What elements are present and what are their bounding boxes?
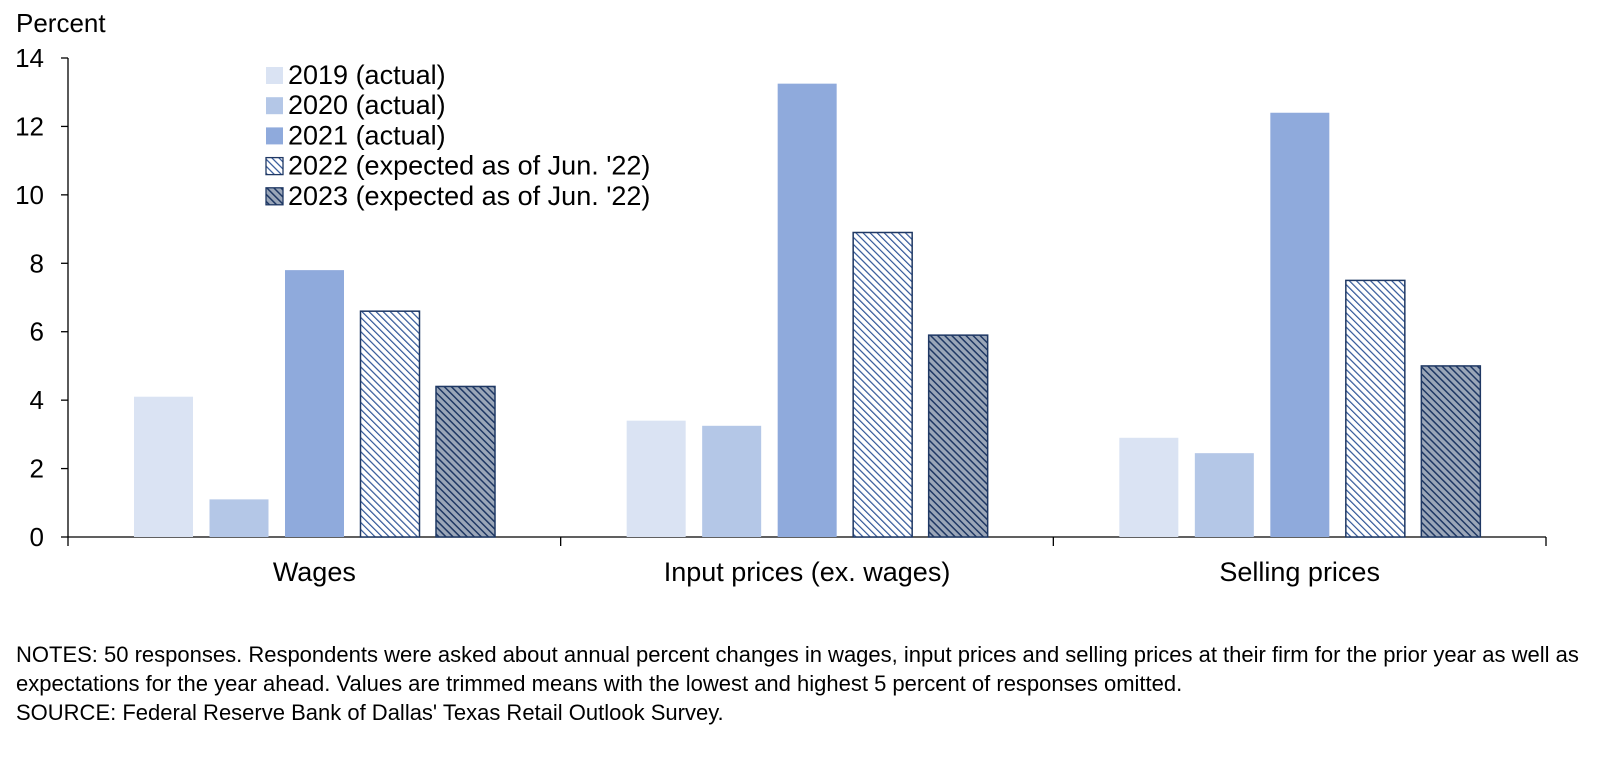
source-text: SOURCE: Federal Reserve Bank of Dallas' … <box>16 700 724 725</box>
bar <box>1420 365 1482 538</box>
y-tick-label: 8 <box>30 248 44 278</box>
legend-label: 2020 (actual) <box>288 90 446 120</box>
y-tick-label: 4 <box>30 385 44 415</box>
legend-label: 2023 (expected as of Jun. '22) <box>288 181 650 211</box>
bar <box>1194 453 1254 537</box>
legend-label: 2021 (actual) <box>288 120 446 150</box>
bars <box>134 83 1482 538</box>
y-tick-label: 12 <box>15 111 44 141</box>
notes-text: NOTES: 50 responses. Respondents were as… <box>16 642 1579 696</box>
bar <box>852 231 913 538</box>
bar <box>285 270 344 537</box>
chart-notes: NOTES: 50 responses. Respondents were as… <box>16 640 1596 727</box>
bar-chart: Percent 0 2 4 6 8 10 12 14 Wages Input prices (e… <box>15 8 1547 587</box>
y-axis: 0 2 4 6 8 10 12 14 <box>15 43 69 552</box>
y-axis-label: Percent <box>16 8 106 38</box>
x-tick-label: Wages <box>273 557 356 587</box>
bar <box>134 396 193 537</box>
y-tick-label: 0 <box>30 522 44 552</box>
bar <box>1119 437 1179 537</box>
legend-swatch <box>266 97 283 115</box>
bar <box>927 334 989 538</box>
legend: 2019 (actual)2020 (actual)2021 (actual)2… <box>265 60 650 211</box>
bar <box>209 499 269 537</box>
y-tick-label: 10 <box>15 180 44 210</box>
bar <box>777 83 837 538</box>
legend-swatch <box>265 156 284 176</box>
y-tick-label: 14 <box>15 43 44 73</box>
x-axis: Wages Input prices (ex. wages) Selling pri… <box>67 536 1547 587</box>
bar <box>435 385 496 538</box>
x-tick-label: Selling prices <box>1219 557 1380 587</box>
legend-swatch <box>265 187 284 206</box>
legend-label: 2022 (expected as of Jun. '22) <box>288 151 650 181</box>
bar <box>1345 279 1406 538</box>
legend-swatch <box>266 67 283 84</box>
bar <box>626 420 686 537</box>
bar <box>359 310 421 538</box>
y-tick-label: 6 <box>30 317 44 347</box>
bar <box>1270 112 1330 537</box>
legend-swatch <box>266 127 283 145</box>
bar <box>702 425 762 537</box>
x-tick-label: Input prices (ex. wages) <box>664 557 951 587</box>
y-tick-label: 2 <box>30 454 44 484</box>
legend-label: 2019 (actual) <box>288 60 446 90</box>
